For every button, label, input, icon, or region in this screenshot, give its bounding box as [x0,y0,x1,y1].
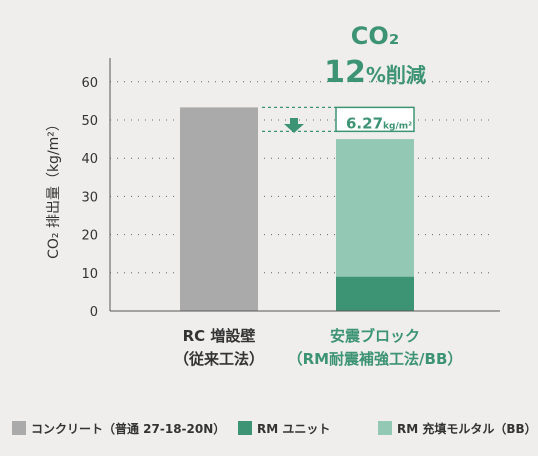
headline-co2: CO₂ [351,22,400,50]
y-tick-label: 20 [81,229,98,244]
y-tick-label: 10 [81,267,98,282]
y-tick-label: 60 [81,76,98,91]
legend-label: コンクリート（普通 27-18-20N） [31,421,225,436]
category-label: RC 増設壁 [183,327,256,345]
reduction-unit: kg/m² [383,121,412,131]
bar-segment [180,107,258,311]
bars [180,107,414,311]
y-tick-label: 30 [81,190,98,205]
legend-label: RM ユニット [257,422,330,436]
bar-segment [336,139,414,277]
legend-swatch [12,421,26,435]
legend: コンクリート（普通 27-18-20N） RM ユニット RM 充填モルタル（BB） [12,421,537,436]
category-label-sub: （従来工法） [174,350,264,368]
category-label-sub: （RM耐震補強工法/BB） [288,350,463,368]
legend-swatch [238,421,252,435]
bar-segment [336,276,414,311]
axes: 0 10 20 30 40 50 60 CO₂ 排出量（kg/m²） RC 増設壁 （従来工法） 安… [46,58,500,368]
down-arrow-icon [284,118,304,133]
y-axis-title: CO₂ 排出量（kg/m²） [46,117,62,259]
y-tick-label: 50 [81,114,98,129]
y-tick-label: 40 [81,152,98,167]
headline-reduction: 12%削減 [324,55,426,90]
y-tick-label: 0 [90,305,98,320]
grid-lines [110,81,495,274]
headline-suffix: %削減 [366,63,426,87]
category-label: 安震ブロック [330,327,420,345]
reduction-box [335,106,415,133]
legend-label: RM 充填モルタル（BB） [397,421,537,436]
legend-swatch [378,421,392,435]
